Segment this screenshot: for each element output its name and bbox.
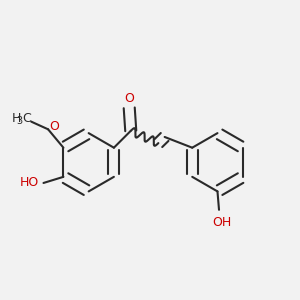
Text: H: H (11, 112, 21, 125)
Text: 3: 3 (16, 116, 22, 126)
Text: C: C (22, 112, 32, 125)
Text: HO: HO (20, 176, 39, 190)
Text: O: O (50, 120, 59, 133)
Text: OH: OH (212, 216, 232, 229)
Text: O: O (124, 92, 134, 105)
